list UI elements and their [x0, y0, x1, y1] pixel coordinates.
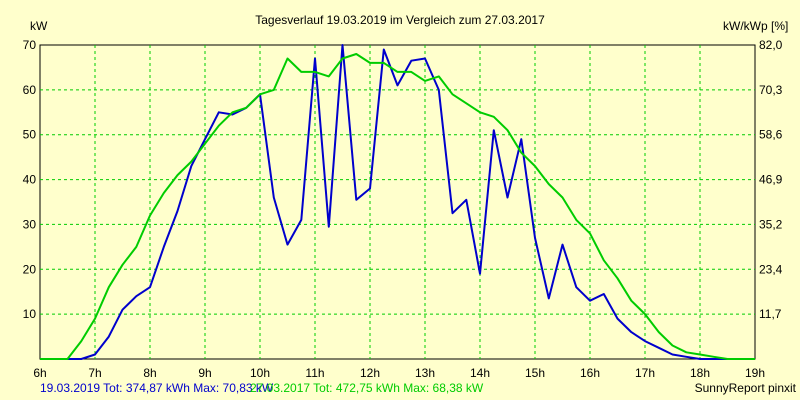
y-tick-label: 40	[23, 173, 37, 187]
x-tick-label: 17h	[635, 366, 655, 380]
x-tick-label: 11h	[305, 366, 324, 380]
x-tick-label: 12h	[360, 366, 380, 380]
y-tick-label: 50	[23, 128, 37, 142]
y-tick-label: 30	[23, 217, 37, 231]
grid-lines	[40, 45, 755, 359]
x-tick-label: 18h	[690, 366, 710, 380]
x-tick-label: 16h	[580, 366, 600, 380]
x-tick-label: 19h	[745, 366, 765, 380]
y-tick-label: 10	[23, 307, 37, 321]
series-line-1	[40, 44, 755, 360]
y-tick-label: 20	[23, 262, 37, 276]
y-tick-label: 70	[23, 38, 37, 52]
y-axis-right-label: kW/kWp [%]	[723, 19, 788, 33]
data-series	[40, 44, 755, 360]
y2-tick-label: 82,0	[759, 38, 783, 52]
y2-tick-label: 58,6	[759, 128, 783, 142]
footer-series1-summary: 19.03.2019 Tot: 374,87 kWh Max: 70,83 kW	[40, 381, 274, 395]
plot-area	[39, 44, 756, 360]
x-axis-ticks: 6h 7h 8h 9h 10h 11h 12h 13h 14h 15h 16h 17h 18h 19h	[33, 366, 765, 380]
footer-credit: SunnyReport pinxit	[695, 381, 797, 395]
x-tick-label: 8h	[143, 366, 156, 380]
y2-tick-label: 35,2	[759, 217, 783, 231]
y-tick-label: 60	[23, 83, 37, 97]
chart-title: Tagesverlauf 19.03.2019 im Vergleich zum…	[255, 13, 545, 27]
footer-series2-summary: 27.03.2017 Tot: 472,75 kWh Max: 68,38 kW	[250, 381, 484, 395]
x-tick-label: 7h	[88, 366, 101, 380]
y2-tick-label: 11,7	[759, 307, 782, 321]
x-tick-label: 10h	[250, 366, 270, 380]
series-line-2	[40, 53, 755, 360]
x-tick-label: 9h	[198, 366, 211, 380]
x-tick-label: 13h	[415, 366, 435, 380]
y2-tick-label: 23,4	[759, 262, 783, 276]
y-axis-left-ticks: 10 20 30 40 50 60 70	[23, 38, 37, 321]
x-tick-label: 15h	[525, 366, 545, 380]
y-axis-right-ticks: 11,7 23,4 35,2 46,9 58,6 70,3 82,0	[759, 38, 783, 321]
y-axis-left-label: kW	[30, 19, 48, 33]
y2-tick-label: 46,9	[759, 173, 783, 187]
x-tick-label: 14h	[470, 366, 490, 380]
y2-tick-label: 70,3	[759, 83, 783, 97]
x-tick-label: 6h	[33, 366, 46, 380]
